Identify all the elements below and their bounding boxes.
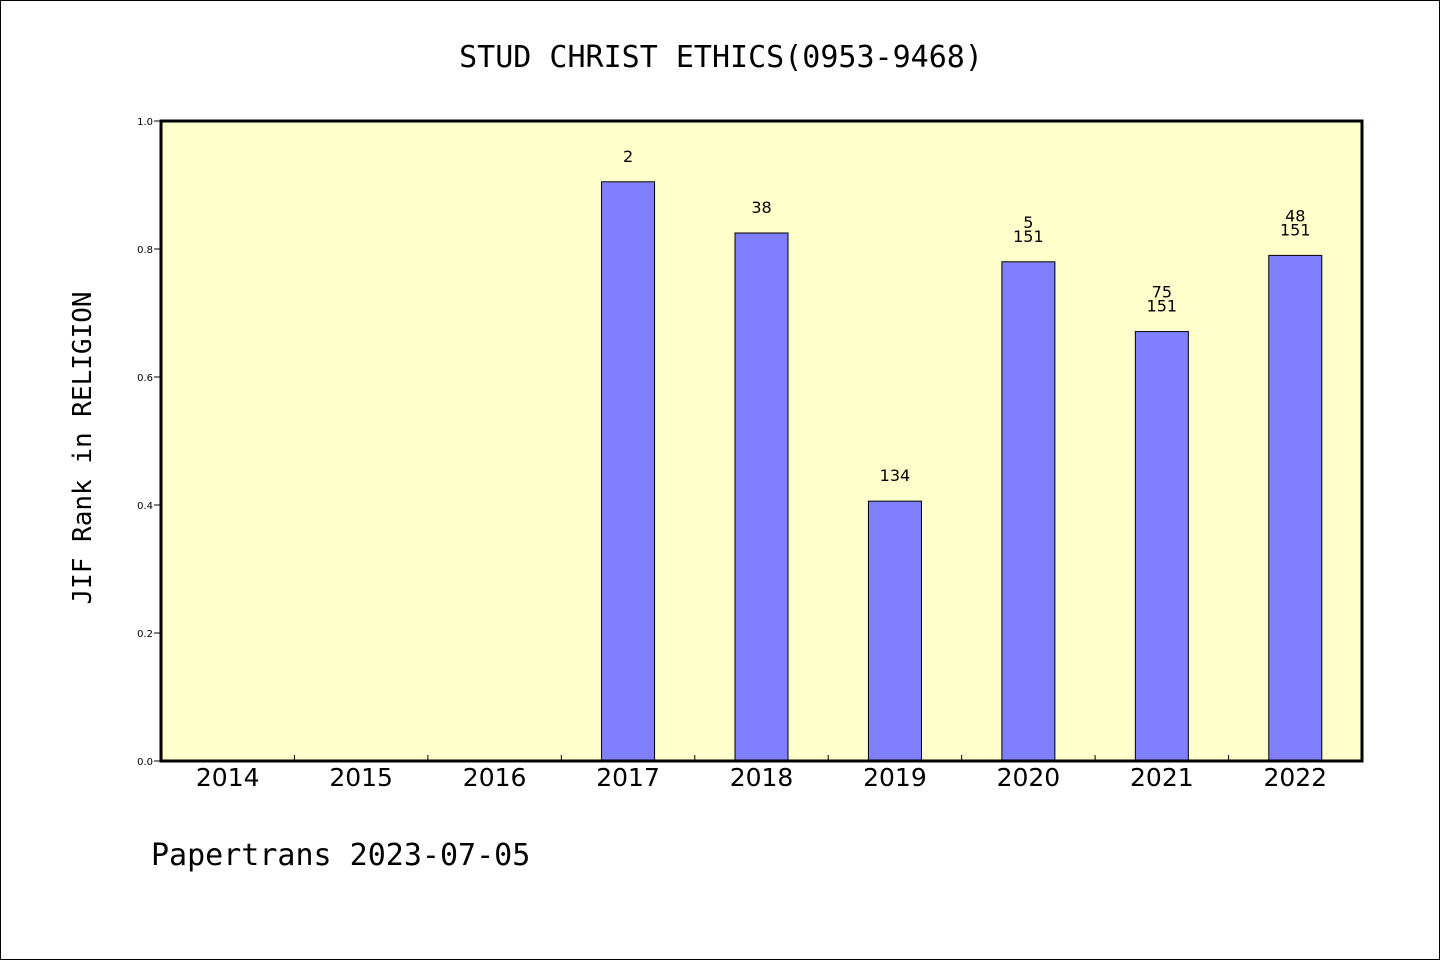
x-tick-label-2019: 2019: [863, 763, 927, 792]
x-tick-label-2016: 2016: [463, 763, 527, 792]
x-tick-label-2017: 2017: [596, 763, 660, 792]
y-tick-label-0.0: 0.0: [137, 757, 153, 768]
bars-layer: [601, 181, 1323, 762]
chart-title: STUD CHRIST ETHICS(0953-9468): [459, 40, 983, 75]
x-tick-label-2022: 2022: [1263, 763, 1327, 792]
y-axis-label: JIF Rank in RELIGION: [68, 291, 98, 604]
bar-2022: [1268, 254, 1323, 762]
y-tick-label-0.2: 0.2: [137, 629, 153, 640]
data-label-2017-1: 2: [623, 147, 633, 166]
y-tick-label-0.4: 0.4: [137, 501, 153, 512]
data-label-2019-1: 134: [880, 466, 911, 485]
bar-2017: [601, 181, 656, 762]
data-label-2021-1: 75: [1152, 283, 1172, 302]
footer-credit: Papertrans 2023-07-05: [151, 838, 530, 873]
y-axis: 0.0 0.2 0.4 0.6 0.8 1.0: [137, 117, 161, 768]
bar-2019: [867, 500, 922, 762]
x-tick-label-2018: 2018: [730, 763, 794, 792]
y-tick-label-0.8: 0.8: [137, 245, 153, 256]
x-tick-label-2020: 2020: [997, 763, 1061, 792]
y-tick-label-1.0: 1.0: [137, 117, 153, 128]
data-label-2022-1: 48: [1285, 206, 1305, 225]
data-label-2020-1: 5: [1023, 213, 1033, 232]
data-label-2021-2: 151: [1147, 297, 1178, 316]
x-tick-label-2021: 2021: [1130, 763, 1194, 792]
x-axis: 2014 2015 2016 2017 2018 2019 2020 2021 2022: [196, 755, 1327, 792]
bar-2021: [1134, 331, 1189, 762]
x-tick-label-2014: 2014: [196, 763, 260, 792]
data-label-2020-2: 151: [1013, 227, 1044, 246]
x-tick-label-2015: 2015: [329, 763, 393, 792]
plot-border: [159, 119, 1364, 763]
bar-2020: [1001, 261, 1056, 762]
y-tick-label-0.6: 0.6: [137, 373, 153, 384]
data-label-2018-1: 38: [751, 198, 771, 217]
data-label-2022-2: 151: [1280, 220, 1311, 239]
bar-2018: [734, 232, 789, 762]
